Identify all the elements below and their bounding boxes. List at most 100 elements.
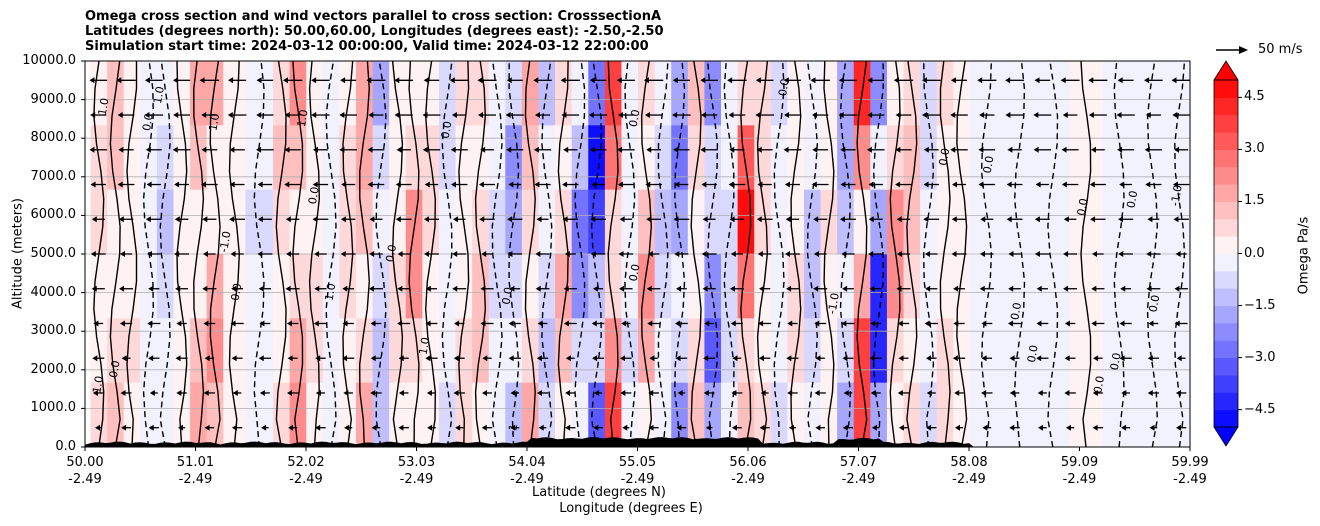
wind-vector <box>232 389 242 396</box>
wind-vector <box>343 389 353 396</box>
omega-fill-cell <box>571 318 589 384</box>
wind-vector <box>89 146 108 153</box>
wind-vector-head <box>508 355 514 362</box>
wind-vector <box>146 251 161 257</box>
omega-fill-cell <box>1036 318 1071 384</box>
wind-vector-head <box>426 389 432 396</box>
omega-contour-line <box>740 61 752 447</box>
wind-vector <box>314 285 327 292</box>
wind-vector <box>758 355 771 362</box>
wind-vector-head <box>1145 112 1151 119</box>
wind-vector-head <box>144 112 150 119</box>
omega-fill-cell <box>1036 254 1071 319</box>
wind-vector-head <box>535 285 541 292</box>
omega-fill-cell <box>853 382 871 447</box>
colorbar-extend-max <box>1213 60 1239 81</box>
terrain-fill <box>85 437 1190 447</box>
omega-fill-cell <box>355 254 374 319</box>
wind-vector <box>370 355 382 362</box>
wind-vector <box>1176 355 1186 362</box>
wind-vector <box>815 355 825 362</box>
wind-vector-head <box>898 355 904 362</box>
wind-vector-head <box>282 77 288 84</box>
wind-vector-head <box>590 251 596 257</box>
omega-fill-cell <box>886 254 905 319</box>
wind-vector <box>1060 77 1080 84</box>
wind-vector-head <box>313 320 319 327</box>
omega-fill-cell <box>936 318 954 384</box>
wind-vector-head <box>535 251 541 257</box>
wind-vector <box>201 146 218 153</box>
wind-vector <box>366 77 386 84</box>
omega-fill-cell <box>621 318 639 384</box>
wind-vector-head <box>509 285 515 292</box>
wind-vector-head <box>370 355 376 362</box>
wind-vector-head <box>1036 285 1042 292</box>
wind-vector <box>452 251 467 257</box>
wind-vector-head <box>536 389 542 396</box>
wind-vector <box>644 112 663 119</box>
omega-fill-cell <box>289 125 307 191</box>
wind-vector <box>923 181 939 188</box>
contour-label: 0.0 <box>936 147 952 166</box>
omega-fill-cell <box>223 61 246 126</box>
wind-vector-head <box>731 424 737 431</box>
omega-fill-cell <box>306 318 324 384</box>
wind-vector-head <box>1088 77 1094 84</box>
wind-vector <box>172 77 191 84</box>
omega-fill-cell <box>571 382 589 447</box>
wind-vector-head <box>1063 216 1069 223</box>
wind-vector-head <box>1007 320 1013 327</box>
wind-vector-head <box>1036 355 1042 362</box>
omega-fill-cell <box>273 125 291 191</box>
wind-vector-head <box>869 355 875 362</box>
wind-vector <box>950 146 968 153</box>
omega-fill-cell <box>687 189 706 255</box>
wind-vector-head <box>1172 112 1178 119</box>
wind-vector-head <box>89 77 95 84</box>
contour-label: 0.0 <box>306 186 322 205</box>
omega-fill-cell <box>339 254 357 319</box>
wind-vector <box>1117 77 1134 84</box>
omega-fill-cell <box>322 318 341 384</box>
omega-fill-cell <box>355 189 374 255</box>
wind-vector-head <box>1061 146 1067 153</box>
wind-vector-head <box>701 251 707 257</box>
wind-vector-head <box>815 424 821 431</box>
omega-contour-line <box>690 61 702 447</box>
wind-vector-head <box>256 112 262 119</box>
wind-vector-head <box>175 285 181 292</box>
wind-vector-head <box>315 424 321 431</box>
wind-vector <box>1119 355 1132 362</box>
wind-vector <box>311 77 330 84</box>
wind-vector-head <box>480 320 486 327</box>
wind-vector-head <box>452 285 458 292</box>
omega-fill-cell <box>339 61 357 126</box>
omega-fill-cell <box>1168 254 1190 319</box>
wind-vector-head <box>231 285 237 292</box>
wind-vector <box>144 77 163 84</box>
wind-vector <box>896 216 911 223</box>
wind-vector-head <box>1120 285 1126 292</box>
wind-vector-head <box>202 285 208 292</box>
wind-vector <box>95 424 102 431</box>
omega-fill-cell <box>687 61 706 126</box>
wind-vector <box>121 424 131 431</box>
wind-vector-head <box>562 216 568 223</box>
wind-vector-head <box>560 77 566 84</box>
wind-vector-head <box>950 146 956 153</box>
wind-vector-head <box>786 285 792 292</box>
omega-fill-cell <box>870 61 888 126</box>
contour-label: -1.0 <box>825 292 842 315</box>
wind-vector <box>705 424 713 431</box>
omega-fill-cell <box>306 254 324 319</box>
wind-vector <box>340 77 357 84</box>
wind-vector <box>285 216 300 223</box>
wind-vector-head <box>367 146 373 153</box>
wind-vector-head <box>311 77 317 84</box>
wind-vector <box>199 77 220 84</box>
wind-vector <box>147 320 161 327</box>
omega-fill-cell <box>853 318 871 384</box>
wind-vector-head <box>311 112 317 119</box>
wind-vector <box>868 181 883 188</box>
